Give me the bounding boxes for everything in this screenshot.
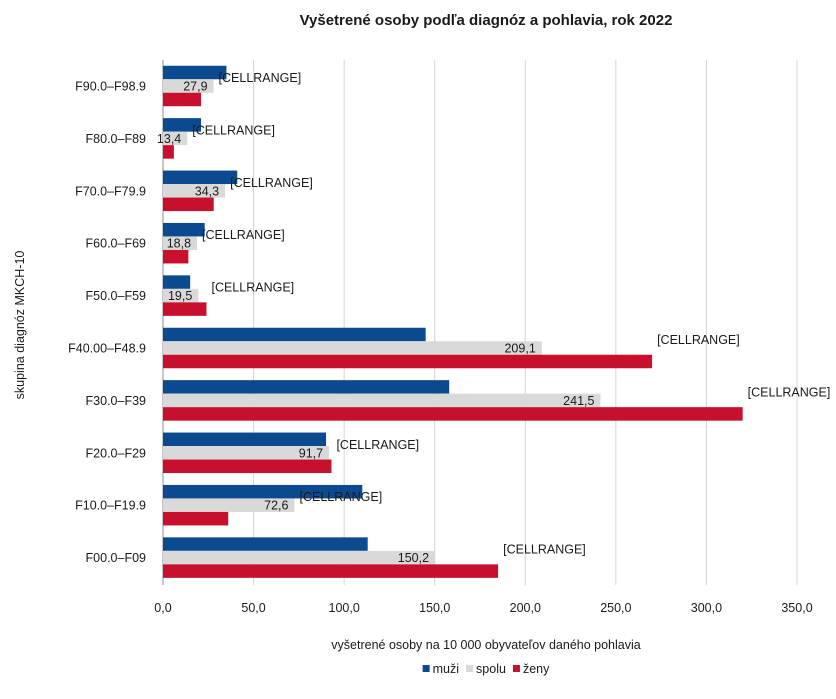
bar-muži	[163, 275, 191, 289]
category-label: F70.0–F79.9	[75, 184, 146, 198]
category-label: F50.0–F59	[86, 289, 147, 303]
data-label-cellrange: [CELLRANGE]	[336, 438, 419, 452]
legend-label-muži: muži	[433, 662, 459, 676]
bar-ženy	[163, 145, 174, 159]
bar-ženy	[163, 354, 653, 369]
bar-muži	[163, 537, 368, 551]
bars-group	[163, 65, 743, 578]
bar-muži	[163, 484, 363, 499]
data-label-spolu: 241,5	[563, 394, 594, 408]
x-tick-label: 100,0	[329, 601, 360, 615]
bar-spolu	[163, 79, 214, 93]
chart-title: Vyšetrené osoby podľa diagnóz a pohlavia…	[300, 12, 673, 29]
data-label-spolu: 27,9	[183, 80, 207, 94]
data-label-cellrange: [CELLRANGE]	[192, 123, 275, 137]
x-tick-label: 350,0	[781, 601, 812, 615]
data-label-cellrange: [CELLRANGE]	[230, 176, 313, 190]
bar-spolu	[163, 498, 295, 512]
category-label: F60.0–F69	[86, 237, 147, 251]
category-label: F30.0–F39	[86, 394, 147, 408]
category-labels-group: F90.0–F98.9 F80.0–F89 F70.0–F79.9 F60.0–F69…	[68, 80, 146, 566]
data-label-spolu: 209,1	[504, 342, 535, 356]
bar-muži	[163, 432, 327, 447]
data-label-spolu: 150,2	[398, 551, 429, 565]
bar-ženy	[163, 511, 229, 526]
data-label-spolu: 34,3	[195, 184, 219, 198]
x-tick-label: 200,0	[510, 601, 541, 615]
bar-muži	[163, 170, 238, 185]
bar-muži	[163, 118, 202, 132]
data-label-cellrange: [CELLRANGE]	[657, 333, 740, 347]
bar-spolu	[163, 341, 542, 355]
data-label-spolu: 72,6	[264, 499, 288, 513]
y-axis-label: skupina diagnóz MKCH-10	[13, 251, 27, 400]
bar-spolu	[163, 288, 199, 303]
gridlines	[162, 60, 798, 585]
legend-label-spolu: spolu	[476, 662, 506, 676]
bar-spolu	[163, 236, 198, 250]
bar-ženy	[163, 302, 207, 316]
bar-muži	[163, 380, 450, 394]
bar-ženy	[163, 407, 743, 421]
legend-swatch-muži	[422, 665, 430, 672]
data-label-cellrange: [CELLRANGE]	[503, 543, 586, 557]
data-label-cellrange: [CELLRANGE]	[300, 490, 383, 504]
category-label: F00.0–F09	[86, 551, 147, 565]
legend-swatch-spolu	[466, 665, 474, 672]
bar-ženy	[163, 92, 202, 107]
x-tick-label: 0,0	[154, 601, 171, 615]
data-label-cellrange: [CELLRANGE]	[211, 281, 294, 295]
bar-spolu	[163, 393, 601, 408]
data-labels-group: 27,9 [CELLRANGE] 13,4 [CELLRANGE] 34,3 [CELLR…	[157, 71, 830, 565]
legend-swatch-ženy	[512, 665, 520, 672]
bar-spolu	[163, 131, 188, 146]
bar-ženy	[163, 459, 332, 474]
data-label-cellrange: [CELLRANGE]	[202, 228, 285, 242]
x-tick-label: 300,0	[691, 601, 722, 615]
data-label-spolu: 91,7	[299, 446, 323, 460]
category-label: F90.0–F98.9	[75, 80, 146, 94]
x-tick-labels-group: 0,0 50,0 100,0 150,0 200,0 250,0 300,0 350,0	[154, 601, 812, 615]
legend-label-ženy: ženy	[523, 662, 550, 676]
bar-spolu	[163, 446, 330, 460]
x-tick-label: 150,0	[419, 601, 450, 615]
data-label-spolu: 19,5	[168, 289, 192, 303]
x-tick-label: 250,0	[600, 601, 631, 615]
x-axis-label: vyšetrené osoby na 10 000 obyvateľov dan…	[331, 638, 640, 652]
category-label: F20.0–F29	[86, 446, 147, 460]
legend: muži spolu ženy	[422, 662, 550, 676]
bar-spolu	[163, 184, 226, 198]
bar-ženy	[163, 564, 499, 578]
data-label-spolu: 13,4	[157, 132, 181, 146]
bar-ženy	[163, 249, 189, 264]
data-label-spolu: 18,8	[167, 237, 191, 251]
bar-muži	[163, 327, 426, 342]
data-label-cellrange: [CELLRANGE]	[219, 71, 302, 85]
x-tick-label: 50,0	[241, 601, 265, 615]
bar-muži	[163, 65, 227, 80]
category-label: F40.00–F48.9	[68, 342, 146, 356]
bar-ženy	[163, 197, 214, 212]
category-label: F80.0–F89	[86, 132, 147, 146]
bar-muži	[163, 222, 205, 237]
category-label: F10.0–F19.9	[75, 499, 146, 513]
data-label-cellrange: [CELLRANGE]	[748, 385, 831, 399]
bar-spolu	[163, 550, 436, 565]
